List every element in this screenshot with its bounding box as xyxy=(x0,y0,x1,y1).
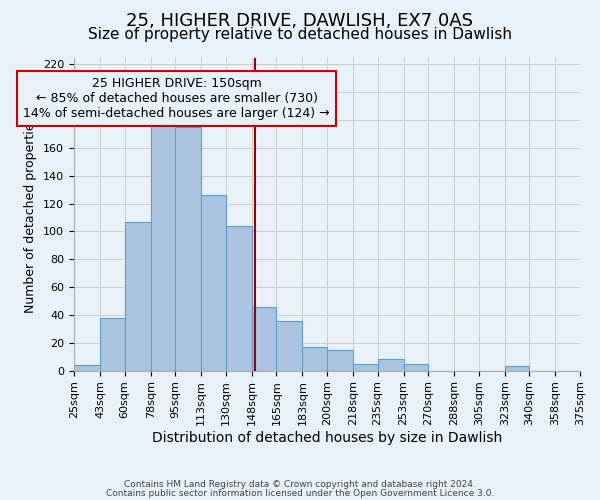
Bar xyxy=(125,222,151,370)
Bar xyxy=(252,306,277,370)
Bar xyxy=(505,366,529,370)
Text: Size of property relative to detached houses in Dawlish: Size of property relative to detached ho… xyxy=(88,28,512,42)
Bar xyxy=(100,318,125,370)
Text: 25 HIGHER DRIVE: 150sqm
← 85% of detached houses are smaller (730)
14% of semi-d: 25 HIGHER DRIVE: 150sqm ← 85% of detache… xyxy=(23,77,330,120)
Bar xyxy=(327,350,353,370)
Text: Contains public sector information licensed under the Open Government Licence 3.: Contains public sector information licen… xyxy=(106,488,494,498)
Bar xyxy=(353,364,377,370)
Bar xyxy=(404,364,428,370)
Bar xyxy=(151,126,175,370)
Bar xyxy=(201,196,226,370)
Bar xyxy=(277,320,302,370)
Bar xyxy=(302,347,327,370)
Bar xyxy=(175,127,201,370)
Text: Contains HM Land Registry data © Crown copyright and database right 2024.: Contains HM Land Registry data © Crown c… xyxy=(124,480,476,489)
Text: 25, HIGHER DRIVE, DAWLISH, EX7 0AS: 25, HIGHER DRIVE, DAWLISH, EX7 0AS xyxy=(127,12,473,30)
Bar xyxy=(377,360,404,370)
Bar xyxy=(74,365,100,370)
Bar xyxy=(226,226,252,370)
X-axis label: Distribution of detached houses by size in Dawlish: Distribution of detached houses by size … xyxy=(152,431,502,445)
Y-axis label: Number of detached properties: Number of detached properties xyxy=(25,116,37,312)
